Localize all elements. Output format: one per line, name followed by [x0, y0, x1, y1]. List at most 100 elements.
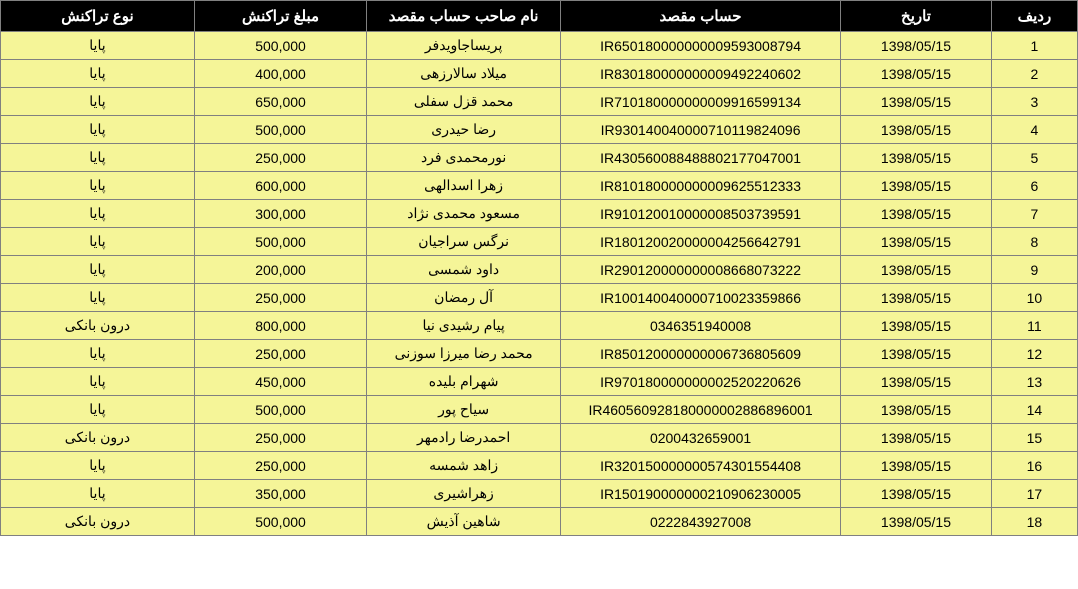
cell-name: مسعود محمدی نژاد: [367, 200, 561, 228]
table-row: 71398/05/15IR910120010000008503739591مسع…: [1, 200, 1078, 228]
cell-amount: 200,000: [194, 256, 366, 284]
cell-name: زهراشیری: [367, 480, 561, 508]
table-header: ردیف تاریخ حساب مقصد نام صاحب حساب مقصد …: [1, 1, 1078, 32]
cell-date: 1398/05/15: [841, 452, 992, 480]
cell-account: IR180120020000004256642791: [561, 228, 841, 256]
cell-row: 2: [991, 60, 1077, 88]
cell-row: 3: [991, 88, 1077, 116]
cell-name: شاهین آذیش: [367, 508, 561, 536]
cell-name: سیاح پور: [367, 396, 561, 424]
cell-type: درون بانکی: [1, 312, 195, 340]
header-row: ردیف: [991, 1, 1077, 32]
cell-date: 1398/05/15: [841, 32, 992, 60]
cell-name: احمدرضا رادمهر: [367, 424, 561, 452]
transactions-table: ردیف تاریخ حساب مقصد نام صاحب حساب مقصد …: [0, 0, 1078, 536]
cell-row: 17: [991, 480, 1077, 508]
cell-account: IR290120000000008668073222: [561, 256, 841, 284]
cell-type: درون بانکی: [1, 424, 195, 452]
cell-name: نرگس سراجیان: [367, 228, 561, 256]
cell-name: زهرا اسدالهی: [367, 172, 561, 200]
cell-type: پایا: [1, 480, 195, 508]
cell-amount: 300,000: [194, 200, 366, 228]
cell-account: IR970180000000002520220626: [561, 368, 841, 396]
cell-date: 1398/05/15: [841, 116, 992, 144]
header-amount: مبلغ تراکنش: [194, 1, 366, 32]
table-row: 41398/05/15IR930140040000710119824096رضا…: [1, 116, 1078, 144]
cell-account: IR150190000000210906230005: [561, 480, 841, 508]
cell-row: 14: [991, 396, 1077, 424]
cell-row: 13: [991, 368, 1077, 396]
cell-account: IR320150000000574301554408: [561, 452, 841, 480]
cell-amount: 600,000: [194, 172, 366, 200]
cell-name: آل رمضان: [367, 284, 561, 312]
table-row: 131398/05/15IR970180000000002520220626شه…: [1, 368, 1078, 396]
cell-date: 1398/05/15: [841, 200, 992, 228]
cell-row: 10: [991, 284, 1077, 312]
cell-account: IR430560088488802177047001: [561, 144, 841, 172]
cell-name: رضا حیدری: [367, 116, 561, 144]
table-row: 111398/05/150346351940008پیام رشیدی نیا8…: [1, 312, 1078, 340]
cell-amount: 800,000: [194, 312, 366, 340]
header-account: حساب مقصد: [561, 1, 841, 32]
cell-account: IR650180000000009593008794: [561, 32, 841, 60]
cell-amount: 250,000: [194, 424, 366, 452]
header-name: نام صاحب حساب مقصد: [367, 1, 561, 32]
cell-name: محمد رضا میرزا سوزنی: [367, 340, 561, 368]
table-row: 91398/05/15IR290120000000008668073222داو…: [1, 256, 1078, 284]
cell-amount: 500,000: [194, 228, 366, 256]
table-row: 81398/05/15IR180120020000004256642791نرگ…: [1, 228, 1078, 256]
cell-date: 1398/05/15: [841, 368, 992, 396]
cell-type: پایا: [1, 88, 195, 116]
cell-amount: 450,000: [194, 368, 366, 396]
cell-row: 9: [991, 256, 1077, 284]
cell-date: 1398/05/15: [841, 144, 992, 172]
cell-date: 1398/05/15: [841, 396, 992, 424]
cell-name: زاهد شمسه: [367, 452, 561, 480]
cell-date: 1398/05/15: [841, 424, 992, 452]
cell-amount: 500,000: [194, 32, 366, 60]
cell-name: نورمحمدی فرد: [367, 144, 561, 172]
table-row: 141398/05/15IR46056092818000000288689600…: [1, 396, 1078, 424]
cell-date: 1398/05/15: [841, 312, 992, 340]
cell-date: 1398/05/15: [841, 480, 992, 508]
cell-name: پیام رشیدی نیا: [367, 312, 561, 340]
cell-type: پایا: [1, 284, 195, 312]
table-row: 61398/05/15IR810180000000009625512333زهر…: [1, 172, 1078, 200]
cell-account: IR710180000000009916599134: [561, 88, 841, 116]
table-row: 51398/05/15IR430560088488802177047001نور…: [1, 144, 1078, 172]
cell-account: 0222843927008: [561, 508, 841, 536]
table-row: 11398/05/15IR650180000000009593008794پری…: [1, 32, 1078, 60]
cell-type: پایا: [1, 396, 195, 424]
cell-account: IR850120000000006736805609: [561, 340, 841, 368]
cell-row: 4: [991, 116, 1077, 144]
cell-type: پایا: [1, 200, 195, 228]
table-row: 101398/05/15IR100140040000710023359866آل…: [1, 284, 1078, 312]
cell-name: میلاد سالارزهی: [367, 60, 561, 88]
cell-name: داود شمسی: [367, 256, 561, 284]
cell-type: پایا: [1, 228, 195, 256]
cell-row: 12: [991, 340, 1077, 368]
cell-row: 18: [991, 508, 1077, 536]
cell-account: IR100140040000710023359866: [561, 284, 841, 312]
cell-account: 0200432659001: [561, 424, 841, 452]
table-row: 21398/05/15IR830180000000009492240602میل…: [1, 60, 1078, 88]
cell-name: شهرام بلیده: [367, 368, 561, 396]
cell-amount: 500,000: [194, 508, 366, 536]
table-row: 181398/05/150222843927008شاهین آذیش500,0…: [1, 508, 1078, 536]
cell-date: 1398/05/15: [841, 88, 992, 116]
cell-row: 6: [991, 172, 1077, 200]
cell-date: 1398/05/15: [841, 60, 992, 88]
cell-date: 1398/05/15: [841, 228, 992, 256]
cell-amount: 500,000: [194, 116, 366, 144]
cell-date: 1398/05/15: [841, 340, 992, 368]
cell-type: پایا: [1, 368, 195, 396]
cell-amount: 250,000: [194, 340, 366, 368]
cell-row: 15: [991, 424, 1077, 452]
cell-type: پایا: [1, 116, 195, 144]
cell-row: 16: [991, 452, 1077, 480]
cell-date: 1398/05/15: [841, 284, 992, 312]
cell-name: محمد قزل سفلی: [367, 88, 561, 116]
cell-account: 0346351940008: [561, 312, 841, 340]
cell-account: IR810180000000009625512333: [561, 172, 841, 200]
table-row: 121398/05/15IR850120000000006736805609مح…: [1, 340, 1078, 368]
